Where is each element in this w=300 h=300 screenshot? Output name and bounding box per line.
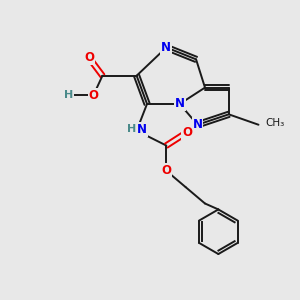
Text: N: N (175, 98, 185, 110)
Text: O: O (84, 51, 94, 64)
Text: O: O (88, 88, 98, 101)
Text: CH₃: CH₃ (265, 118, 284, 128)
Text: H: H (64, 90, 73, 100)
Text: N: N (161, 41, 171, 54)
Text: H: H (127, 124, 136, 134)
Text: N: N (193, 118, 202, 131)
Text: N: N (137, 123, 147, 136)
Text: O: O (161, 164, 171, 177)
Text: O: O (182, 126, 192, 139)
